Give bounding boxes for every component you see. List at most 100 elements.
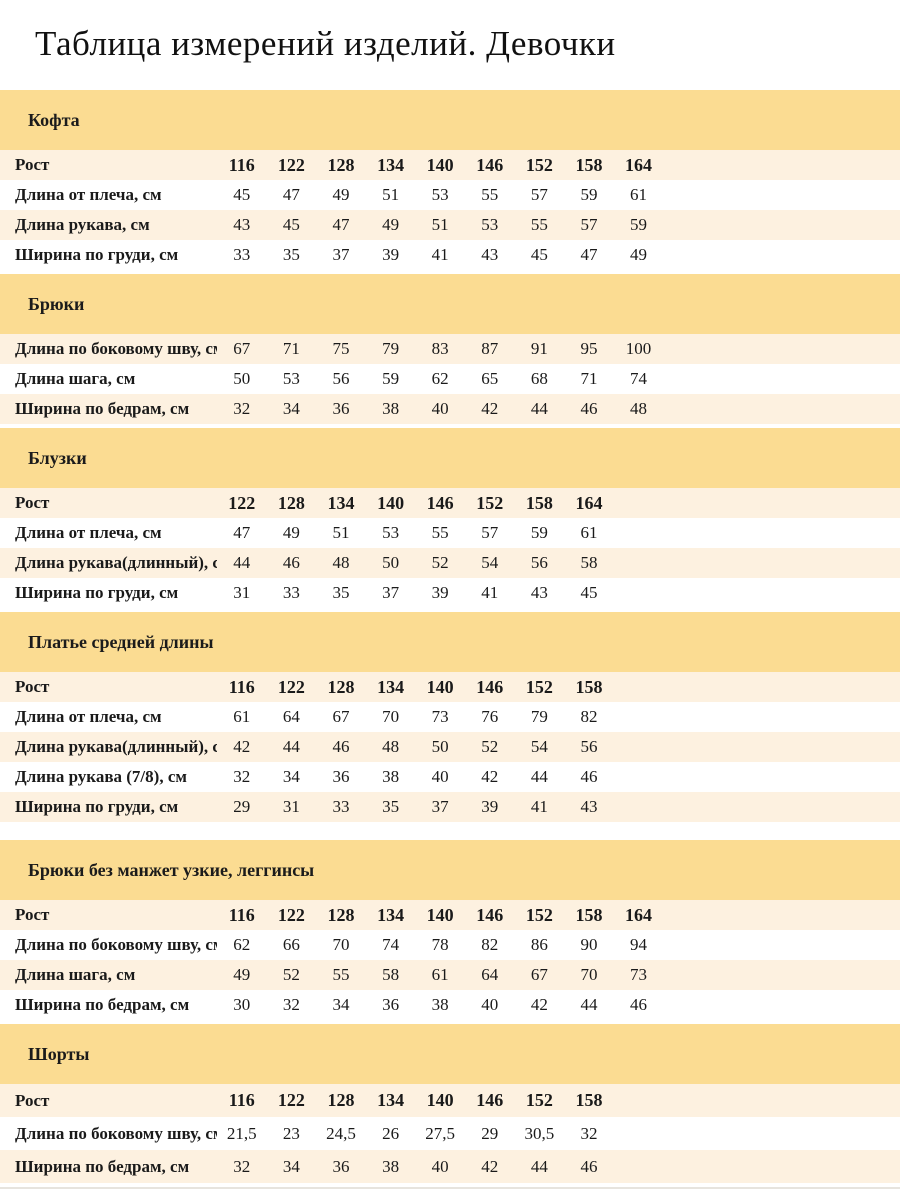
value-cell: 47 — [282, 185, 300, 204]
value-cell: 67 — [332, 707, 350, 726]
value-cell: 67 — [233, 339, 251, 358]
value-cell: 36 — [332, 767, 350, 786]
value-cell: 55 — [481, 185, 499, 204]
value-cell: 47 — [332, 215, 350, 234]
value-cell: 44 — [233, 553, 251, 572]
value-cell: 46 — [580, 767, 598, 786]
value-cell: 64 — [282, 707, 300, 726]
row-label: Длина рукава(длинный), см — [15, 553, 217, 572]
row-label: Рост — [15, 1090, 50, 1110]
value-cell: 49 — [332, 185, 350, 204]
section: Блузки Рост 122 128 134 140 146 152 158 164 Длина … — [0, 428, 900, 608]
value-cell: 21,5 — [226, 1123, 257, 1143]
value-cell: 55 — [530, 215, 548, 234]
row-label: Длина шага, см — [15, 369, 136, 388]
table-row: Ширина по груди, см 33 35 37 39 41 43 45 47 49 — [0, 240, 900, 270]
value-cell: 26 — [382, 1123, 400, 1143]
value-cell: 61 — [431, 965, 449, 984]
size-header-cell: 134 — [377, 904, 405, 925]
value-cell: 49 — [630, 245, 648, 264]
value-cell: 34 — [332, 995, 350, 1014]
value-cell: 54 — [481, 553, 499, 572]
bottom-divider — [0, 1187, 900, 1189]
size-header-cell: 158 — [525, 492, 553, 513]
table-header-row: Рост 116 122 128 134 140 146 152 158 164 — [0, 150, 900, 180]
size-header-cell: 146 — [476, 1090, 504, 1110]
section-header: Брюки — [0, 274, 900, 334]
value-cell: 47 — [233, 523, 251, 542]
size-header-cell: 128 — [327, 154, 355, 175]
value-cell: 30,5 — [524, 1123, 555, 1143]
size-header-cell: 140 — [426, 904, 454, 925]
table-header-row: Рост 122 128 134 140 146 152 158 164 — [0, 488, 900, 518]
value-cell: 43 — [580, 797, 598, 816]
page-title: Таблица измерений изделий. Девочки — [35, 24, 616, 63]
value-cell: 59 — [382, 369, 400, 388]
section-title: Блузки — [28, 447, 87, 468]
value-cell: 82 — [481, 935, 499, 954]
value-cell: 42 — [481, 399, 499, 418]
value-cell: 59 — [580, 185, 598, 204]
value-cell: 86 — [530, 935, 548, 954]
value-cell: 57 — [530, 185, 548, 204]
value-cell: 64 — [481, 965, 499, 984]
section: Брюки Длина по боковому шву, см 67 71 75 79 83… — [0, 274, 900, 424]
section-title: Брюки — [28, 293, 85, 314]
row-label: Ширина по груди, см — [15, 583, 179, 602]
value-cell: 94 — [630, 935, 648, 954]
size-header-cell: 152 — [525, 676, 553, 697]
value-cell: 58 — [580, 553, 598, 572]
value-cell: 31 — [233, 583, 251, 602]
table-row: Ширина по груди, см 31 33 35 37 39 41 43 45 — [0, 578, 900, 608]
value-cell: 46 — [630, 995, 648, 1014]
size-header-cell: 140 — [426, 676, 454, 697]
table-row: Длина шага, см 50 53 56 59 62 65 68 71 74 — [0, 364, 900, 394]
row-label: Длина от плеча, см — [15, 707, 162, 726]
size-header-cell: 128 — [327, 1090, 355, 1110]
section-title: Брюки без манжет узкие, леггинсы — [28, 859, 315, 880]
row-label: Ширина по бедрам, см — [15, 995, 190, 1014]
value-cell: 43 — [530, 583, 548, 602]
value-cell: 65 — [481, 369, 499, 388]
row-label: Длина по боковому шву, см — [15, 339, 217, 358]
value-cell: 44 — [530, 1156, 548, 1176]
value-cell: 52 — [282, 965, 300, 984]
size-header-cell: 158 — [575, 676, 603, 697]
value-cell: 61 — [630, 185, 648, 204]
value-cell: 38 — [431, 995, 449, 1014]
section-header: Платье средней длины — [0, 612, 900, 672]
size-header-cell: 116 — [228, 676, 255, 697]
value-cell: 45 — [233, 185, 251, 204]
value-cell: 52 — [481, 737, 499, 756]
value-cell: 37 — [431, 797, 449, 816]
value-cell: 95 — [580, 339, 598, 358]
value-cell: 32 — [233, 399, 251, 418]
table-row: Ширина по груди, см 29 31 33 35 37 39 41 43 — [0, 792, 900, 822]
row-label: Длина от плеча, см — [15, 185, 162, 204]
value-cell: 50 — [382, 553, 400, 572]
table-row: Длина рукава, см 43 45 47 49 51 53 55 57 59 — [0, 210, 900, 240]
value-cell: 83 — [431, 339, 449, 358]
row-label: Рост — [15, 677, 50, 696]
value-cell: 82 — [580, 707, 598, 726]
value-cell: 32 — [580, 1123, 598, 1143]
value-cell: 32 — [282, 995, 300, 1014]
value-cell: 42 — [233, 737, 251, 756]
section-header: Блузки — [0, 428, 900, 488]
size-header-cell: 152 — [476, 492, 504, 513]
size-header-cell: 122 — [277, 676, 305, 697]
value-cell: 90 — [580, 935, 598, 954]
size-header-cell: 158 — [575, 1090, 603, 1110]
value-cell: 30 — [233, 995, 251, 1014]
section: Брюки без манжет узкие, леггинсы Рост 116 1… — [0, 840, 900, 1020]
value-cell: 47 — [580, 245, 598, 264]
value-cell: 42 — [530, 995, 548, 1014]
value-cell: 51 — [332, 523, 350, 542]
value-cell: 59 — [530, 523, 548, 542]
size-header-cell: 122 — [277, 154, 305, 175]
section: Шорты Рост 116 122 128 134 140 146 152 158 Длина п… — [0, 1024, 900, 1183]
size-header-cell: 152 — [525, 904, 553, 925]
row-label: Ширина по груди, см — [15, 797, 179, 816]
value-cell: 76 — [481, 707, 499, 726]
size-header-cell: 116 — [228, 1090, 255, 1110]
